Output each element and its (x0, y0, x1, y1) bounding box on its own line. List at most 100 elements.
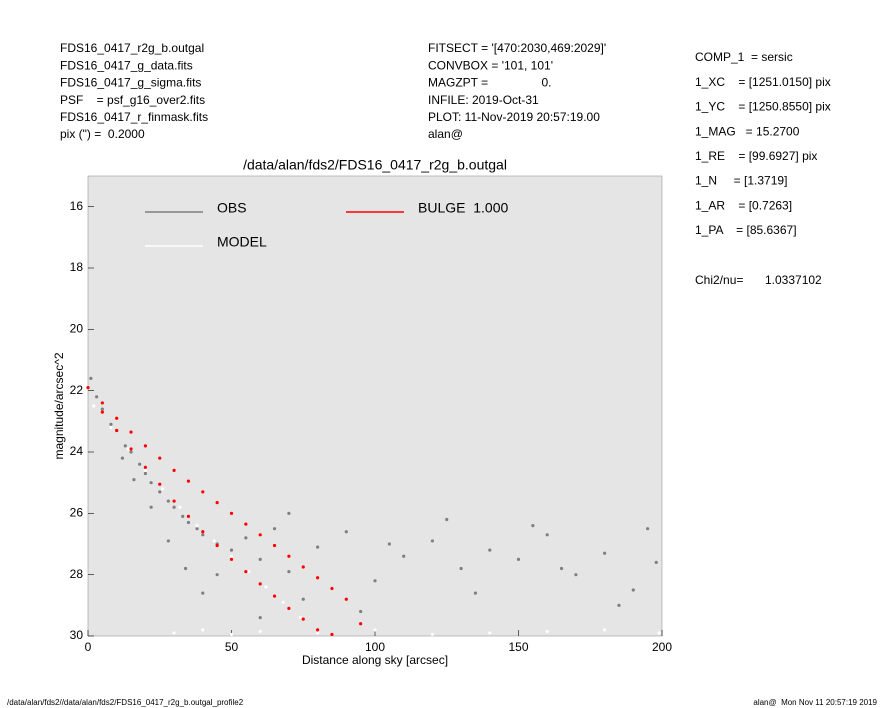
point (298, 616, 302, 620)
header-line: PSF = psf_g16_over2.fits (60, 93, 205, 107)
point (195, 527, 199, 531)
y-tick-label: 16 (70, 199, 84, 213)
point (149, 505, 153, 509)
point (212, 539, 216, 543)
point (330, 586, 334, 591)
point (143, 444, 147, 448)
point (603, 628, 607, 632)
point (186, 514, 191, 519)
point (172, 499, 176, 503)
param-line: 1_YC = [1250.8550] pix (695, 100, 831, 114)
point (195, 524, 199, 528)
point (158, 490, 162, 494)
y-tick-label: 22 (70, 383, 84, 397)
point (129, 447, 133, 451)
point (215, 573, 219, 577)
point (287, 554, 291, 558)
point (172, 631, 176, 635)
point (316, 631, 320, 635)
point (89, 376, 93, 380)
point (178, 505, 182, 509)
point (244, 522, 248, 526)
legend-label: OBS (217, 200, 247, 216)
point (120, 456, 125, 460)
point (201, 628, 205, 632)
point (631, 588, 635, 592)
y-tick-label: 26 (70, 506, 84, 520)
point (545, 533, 549, 537)
point (143, 465, 147, 469)
point (161, 487, 165, 491)
point (201, 530, 205, 534)
y-axis-label: magnitude/arcsec^2 (52, 352, 66, 459)
point (316, 545, 320, 549)
x-axis-label: Distance along sky [arcsec] (302, 653, 448, 667)
point (373, 628, 377, 632)
point (264, 585, 268, 589)
header-line: PLOT: 11-Nov-2019 20:57:19.00 (428, 110, 600, 124)
point (272, 527, 277, 531)
point (316, 576, 320, 580)
header-line: FDS16_0417_g_sigma.fits (60, 76, 201, 90)
point (258, 533, 262, 537)
point (272, 543, 277, 548)
param-line: 1_N = [1.3719] (695, 174, 787, 188)
point (95, 395, 99, 399)
point (149, 481, 153, 485)
point (459, 566, 463, 571)
point (316, 628, 320, 632)
point (430, 632, 434, 637)
y-tick-label: 30 (70, 628, 84, 642)
point (138, 462, 142, 466)
point (359, 622, 363, 626)
point (186, 479, 191, 483)
point (402, 554, 406, 558)
point (229, 632, 234, 637)
point (172, 505, 176, 509)
y-tick-label: 24 (70, 444, 84, 458)
x-tick-label: 50 (225, 640, 239, 654)
point (86, 386, 90, 390)
point (143, 468, 147, 472)
footer-right: alan@ Mon Nov 11 20:57:19 2019 (753, 698, 877, 707)
point (574, 573, 578, 577)
point (115, 428, 119, 433)
point (430, 539, 434, 543)
point (132, 478, 136, 482)
footer-left: /data/alan/fds2//data/alan/fds2/FDS16_04… (7, 698, 244, 707)
point (244, 536, 248, 540)
point (229, 557, 234, 561)
point (287, 570, 291, 574)
header-line: CONVBOX = '101, 101' (428, 58, 553, 72)
x-tick-label: 200 (652, 640, 672, 654)
point (109, 422, 113, 426)
param-line: COMP_1 = sersic (695, 50, 793, 64)
point (100, 410, 104, 414)
point (181, 514, 185, 519)
header-line: pix (") = 0.2000 (60, 127, 145, 141)
point (359, 609, 363, 614)
point (301, 597, 305, 601)
point (129, 430, 133, 434)
param-line: 1_RE = [99.6927] pix (695, 149, 817, 163)
point (247, 570, 251, 574)
param-line: 1_MAG = 15.2700 (695, 124, 800, 138)
point (109, 425, 113, 430)
point (158, 482, 162, 486)
point (272, 594, 277, 598)
point (172, 468, 176, 472)
y-tick-label: 28 (70, 567, 84, 581)
y-tick-label: 18 (70, 260, 84, 274)
point (158, 456, 162, 460)
point (646, 527, 650, 531)
point (287, 511, 291, 515)
point (617, 603, 621, 607)
point (387, 542, 391, 546)
point (344, 530, 348, 534)
point (143, 471, 147, 476)
point (559, 566, 564, 571)
x-tick-label: 0 (85, 640, 92, 654)
point (301, 565, 305, 569)
y-tick-label: 20 (70, 322, 84, 336)
point (473, 591, 478, 595)
